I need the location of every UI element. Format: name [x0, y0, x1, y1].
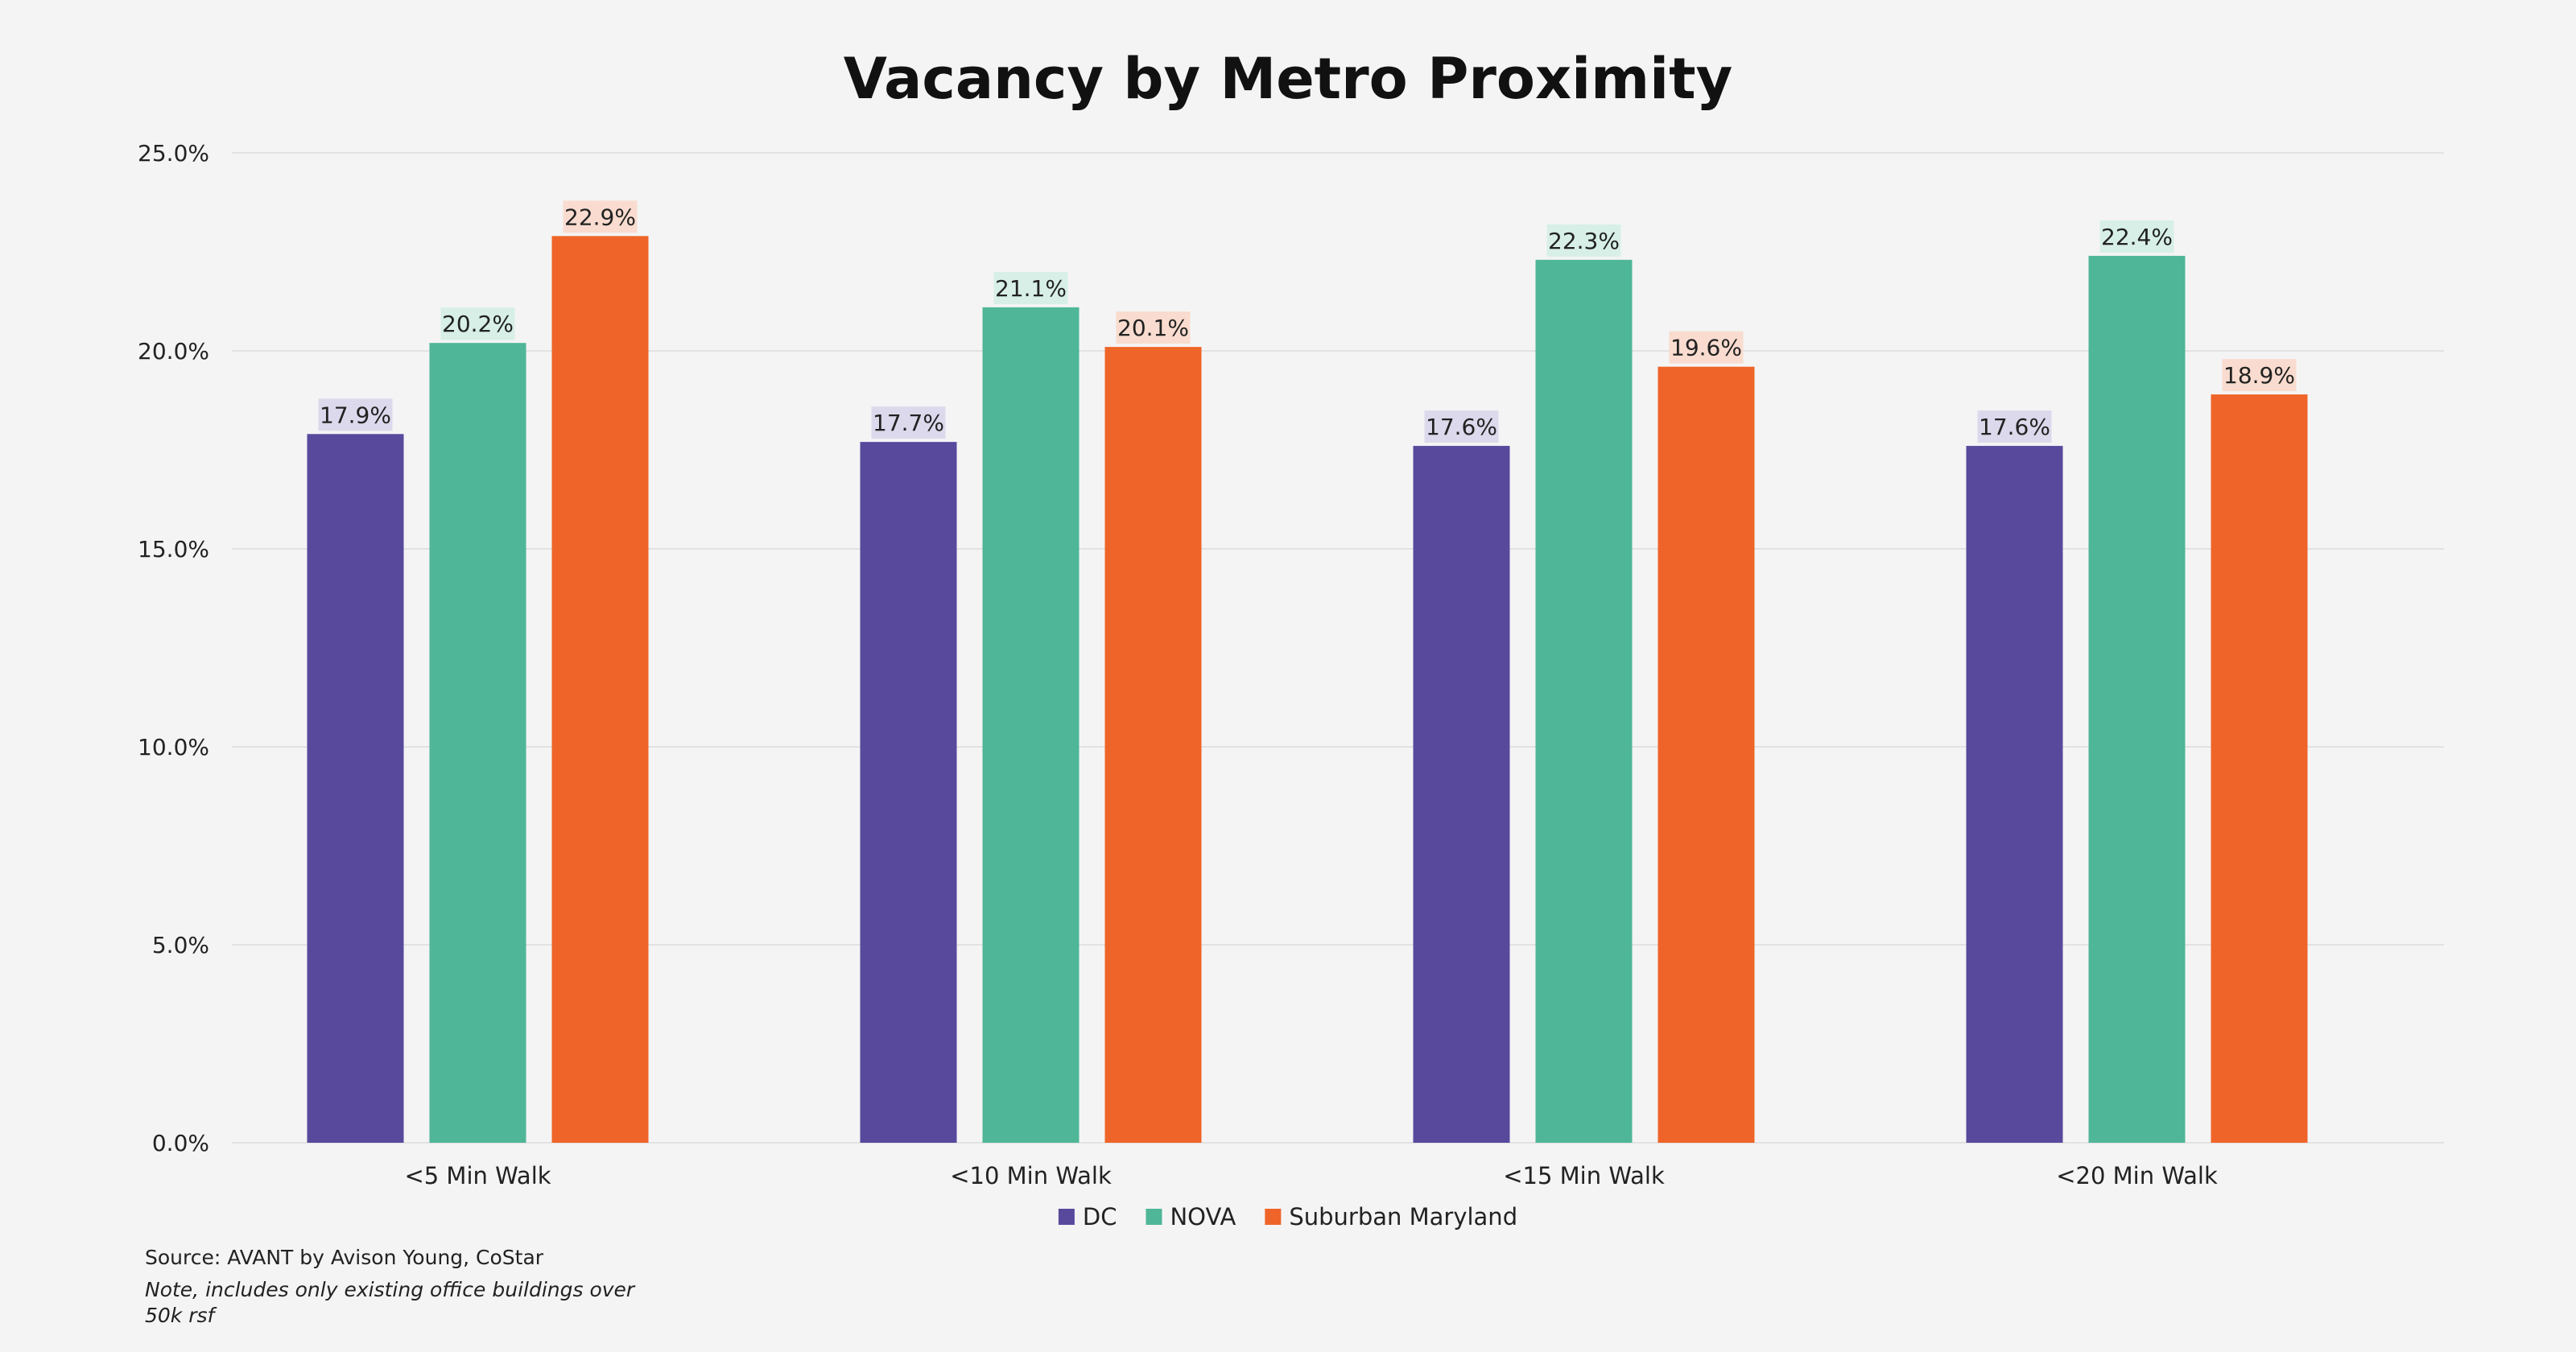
legend-label: Suburban Maryland [1289, 1203, 1517, 1230]
bar-dc [860, 442, 957, 1143]
data-label-background [2222, 359, 2297, 392]
category-label: <10 Min Walk [950, 1162, 1112, 1189]
data-label-background [1546, 224, 1621, 257]
category-label: <15 Min Walk [1503, 1162, 1665, 1189]
legend-swatch [1058, 1209, 1075, 1225]
data-label-background [993, 271, 1068, 304]
bar-suburban-maryland [2211, 394, 2308, 1143]
data-label: 22.3% [1548, 228, 1620, 254]
data-label-background [2099, 220, 2174, 253]
y-tick-label: 5.0% [152, 932, 209, 958]
data-label-background [440, 307, 515, 340]
category-label: <5 Min Walk [404, 1162, 551, 1189]
data-label-background [1977, 410, 2052, 443]
y-axis-ticks: 0.0% 5.0% 10.0% 15.0% 20.0% 25.0% [138, 140, 209, 1156]
data-label: 17.6% [1426, 414, 1497, 440]
source-note: Source: AVANT by Avison Young, CoStar [145, 1246, 544, 1269]
legend-swatch [1265, 1209, 1282, 1225]
bar-dc [1966, 446, 2063, 1143]
legend-label: DC [1083, 1203, 1117, 1230]
data-label: 17.7% [873, 410, 944, 436]
bar-suburban-maryland [551, 236, 649, 1143]
data-label: 20.1% [1117, 315, 1189, 341]
data-label: 19.6% [1670, 335, 1742, 361]
data-label: 22.9% [564, 204, 636, 230]
bar-nova [982, 307, 1080, 1143]
data-label-background [563, 200, 638, 233]
footnote-line-2: 50k rsf [145, 1304, 217, 1327]
data-label: 17.9% [320, 402, 391, 428]
bar-nova [429, 343, 526, 1143]
y-tick-label: 10.0% [138, 734, 209, 760]
data-label-background [318, 398, 393, 431]
y-tick-label: 20.0% [138, 338, 209, 365]
bar-dc [307, 434, 404, 1143]
bar-suburban-maryland [1657, 366, 1755, 1143]
data-label: 20.2% [442, 311, 514, 337]
footnote-line-1: Note, includes only existing office buil… [145, 1278, 636, 1301]
data-label-background [1424, 410, 1499, 443]
data-label: 18.9% [2223, 362, 2295, 389]
data-label: 17.6% [1979, 414, 2050, 440]
legend-label: NOVA [1170, 1203, 1236, 1230]
bar-suburban-maryland [1104, 347, 1202, 1144]
y-tick-label: 15.0% [138, 536, 209, 563]
data-label-background [871, 406, 946, 439]
bar-dc [1413, 446, 1510, 1143]
data-label: 21.1% [995, 275, 1067, 302]
chart-title: Vacancy by Metro Proximity [844, 46, 1732, 112]
y-tick-label: 0.0% [152, 1130, 209, 1156]
bar-nova [2088, 255, 2186, 1143]
y-tick-label: 25.0% [138, 140, 209, 167]
x-axis-categories: <5 Min Walk <10 Min Walk <15 Min Walk <20 M… [404, 1162, 2218, 1189]
data-label: 22.4% [2101, 224, 2173, 250]
bars [307, 236, 2308, 1144]
data-label-background [1669, 331, 1744, 364]
legend-swatch [1146, 1209, 1162, 1225]
data-label-background [1116, 311, 1191, 344]
bar-nova [1535, 259, 1633, 1144]
legend: DC NOVA Suburban Maryland [1058, 1203, 1517, 1230]
category-label: <20 Min Walk [2056, 1162, 2218, 1189]
data-labels: 17.9% 20.2% 22.9% 17.7% 21.1% 20.1% 17.6% 22.3%… [318, 200, 2297, 443]
